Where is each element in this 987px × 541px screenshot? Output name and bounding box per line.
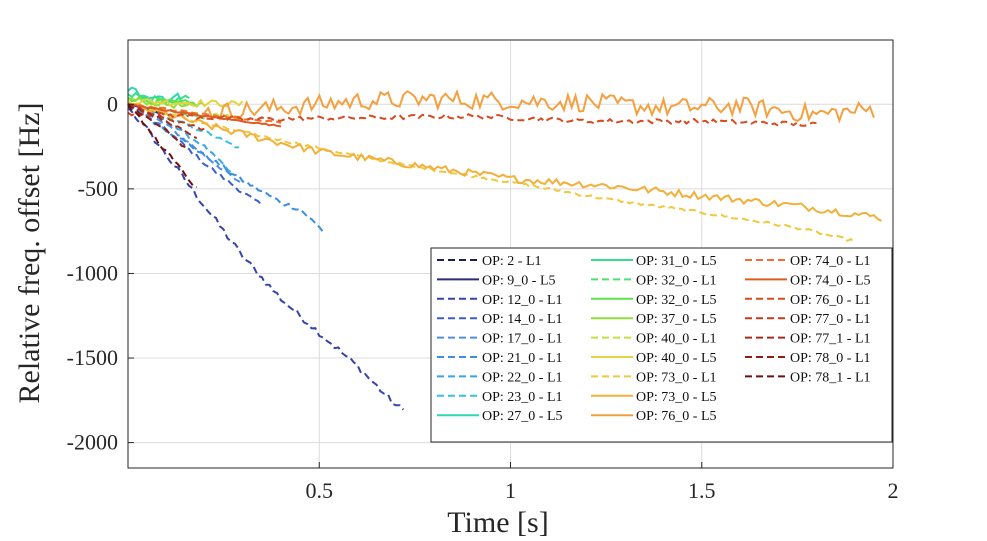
series-line <box>127 103 186 149</box>
legend-label: OP: 40_0 - L1 <box>636 332 717 347</box>
x-tick-label: 1 <box>505 478 516 503</box>
y-tick-label: -1000 <box>67 260 118 285</box>
legend-label: OP: 37_0 - L5 <box>636 312 717 327</box>
legend-label: OP: 74_0 - L1 <box>790 254 871 269</box>
y-axis-label: Relative freq. offset [Hz] <box>13 103 46 404</box>
legend: OP: 2 - L1 OP: 9_0 - L5 OP: 12_0 - L1 OP: 1… <box>430 247 893 443</box>
series-line <box>203 88 875 124</box>
y-tick-label: 0 <box>107 91 118 116</box>
series-line <box>127 103 882 222</box>
series-line <box>127 103 205 131</box>
y-tick-label: -1500 <box>67 345 118 370</box>
legend-label: OP: 74_0 - L5 <box>790 273 871 288</box>
series-lines <box>127 86 882 411</box>
legend-label: OP: 14_0 - L1 <box>482 312 563 327</box>
grid <box>128 40 894 468</box>
legend-label: OP: 22_0 - L1 <box>482 370 563 385</box>
x-tick-label: 2 <box>888 478 899 503</box>
x-tick-label: 1.5 <box>688 478 716 503</box>
series-line <box>127 103 282 128</box>
legend-label: OP: 31_0 - L5 <box>636 254 717 269</box>
legend-label: OP: 32_0 - L1 <box>636 273 717 288</box>
series-line <box>127 95 206 108</box>
legend-label: OP: 21_0 - L1 <box>482 351 563 366</box>
y-tick-label: -500 <box>78 176 118 201</box>
series-line <box>127 91 190 105</box>
legend-label: OP: 73_0 - L5 <box>636 390 717 405</box>
legend-label: OP: 9_0 - L5 <box>482 273 556 288</box>
series-line <box>127 103 856 244</box>
legend-label: OP: 32_0 - L5 <box>636 293 717 308</box>
series-line <box>127 103 198 140</box>
series-line <box>127 103 198 189</box>
legend-label: OP: 17_0 - L1 <box>482 332 563 347</box>
legend-box <box>430 247 893 443</box>
axis-ticks: 0.5 1 1.5 2 0 -500 -1000 -1500 -2000 <box>67 91 899 503</box>
legend-label: OP: 76_0 - L1 <box>790 293 871 308</box>
series-line <box>127 111 817 127</box>
series-line <box>127 103 239 149</box>
legend-label: OP: 76_0 - L5 <box>636 409 717 424</box>
legend-label: OP: 77_1 - L1 <box>790 332 871 347</box>
legend-label: OP: 40_0 - L5 <box>636 351 717 366</box>
legend-label: OP: 2 - L1 <box>482 254 542 269</box>
legend-label: OP: 27_0 - L5 <box>482 409 563 424</box>
legend-label: OP: 77_0 - L1 <box>790 312 871 327</box>
legend-label: OP: 73_0 - L1 <box>636 370 717 385</box>
legend-label: OP: 78_1 - L1 <box>790 370 871 385</box>
legend-label: OP: 78_0 - L1 <box>790 351 871 366</box>
x-axis-label: Time [s] <box>447 506 548 539</box>
series-line <box>127 97 197 110</box>
series-line <box>127 106 405 411</box>
legend-label: OP: 23_0 - L1 <box>482 390 563 405</box>
legend-label: OP: 12_0 - L1 <box>482 293 563 308</box>
series-line <box>127 103 236 177</box>
y-tick-label: -2000 <box>67 430 118 455</box>
x-tick-label: 0.5 <box>306 478 334 503</box>
